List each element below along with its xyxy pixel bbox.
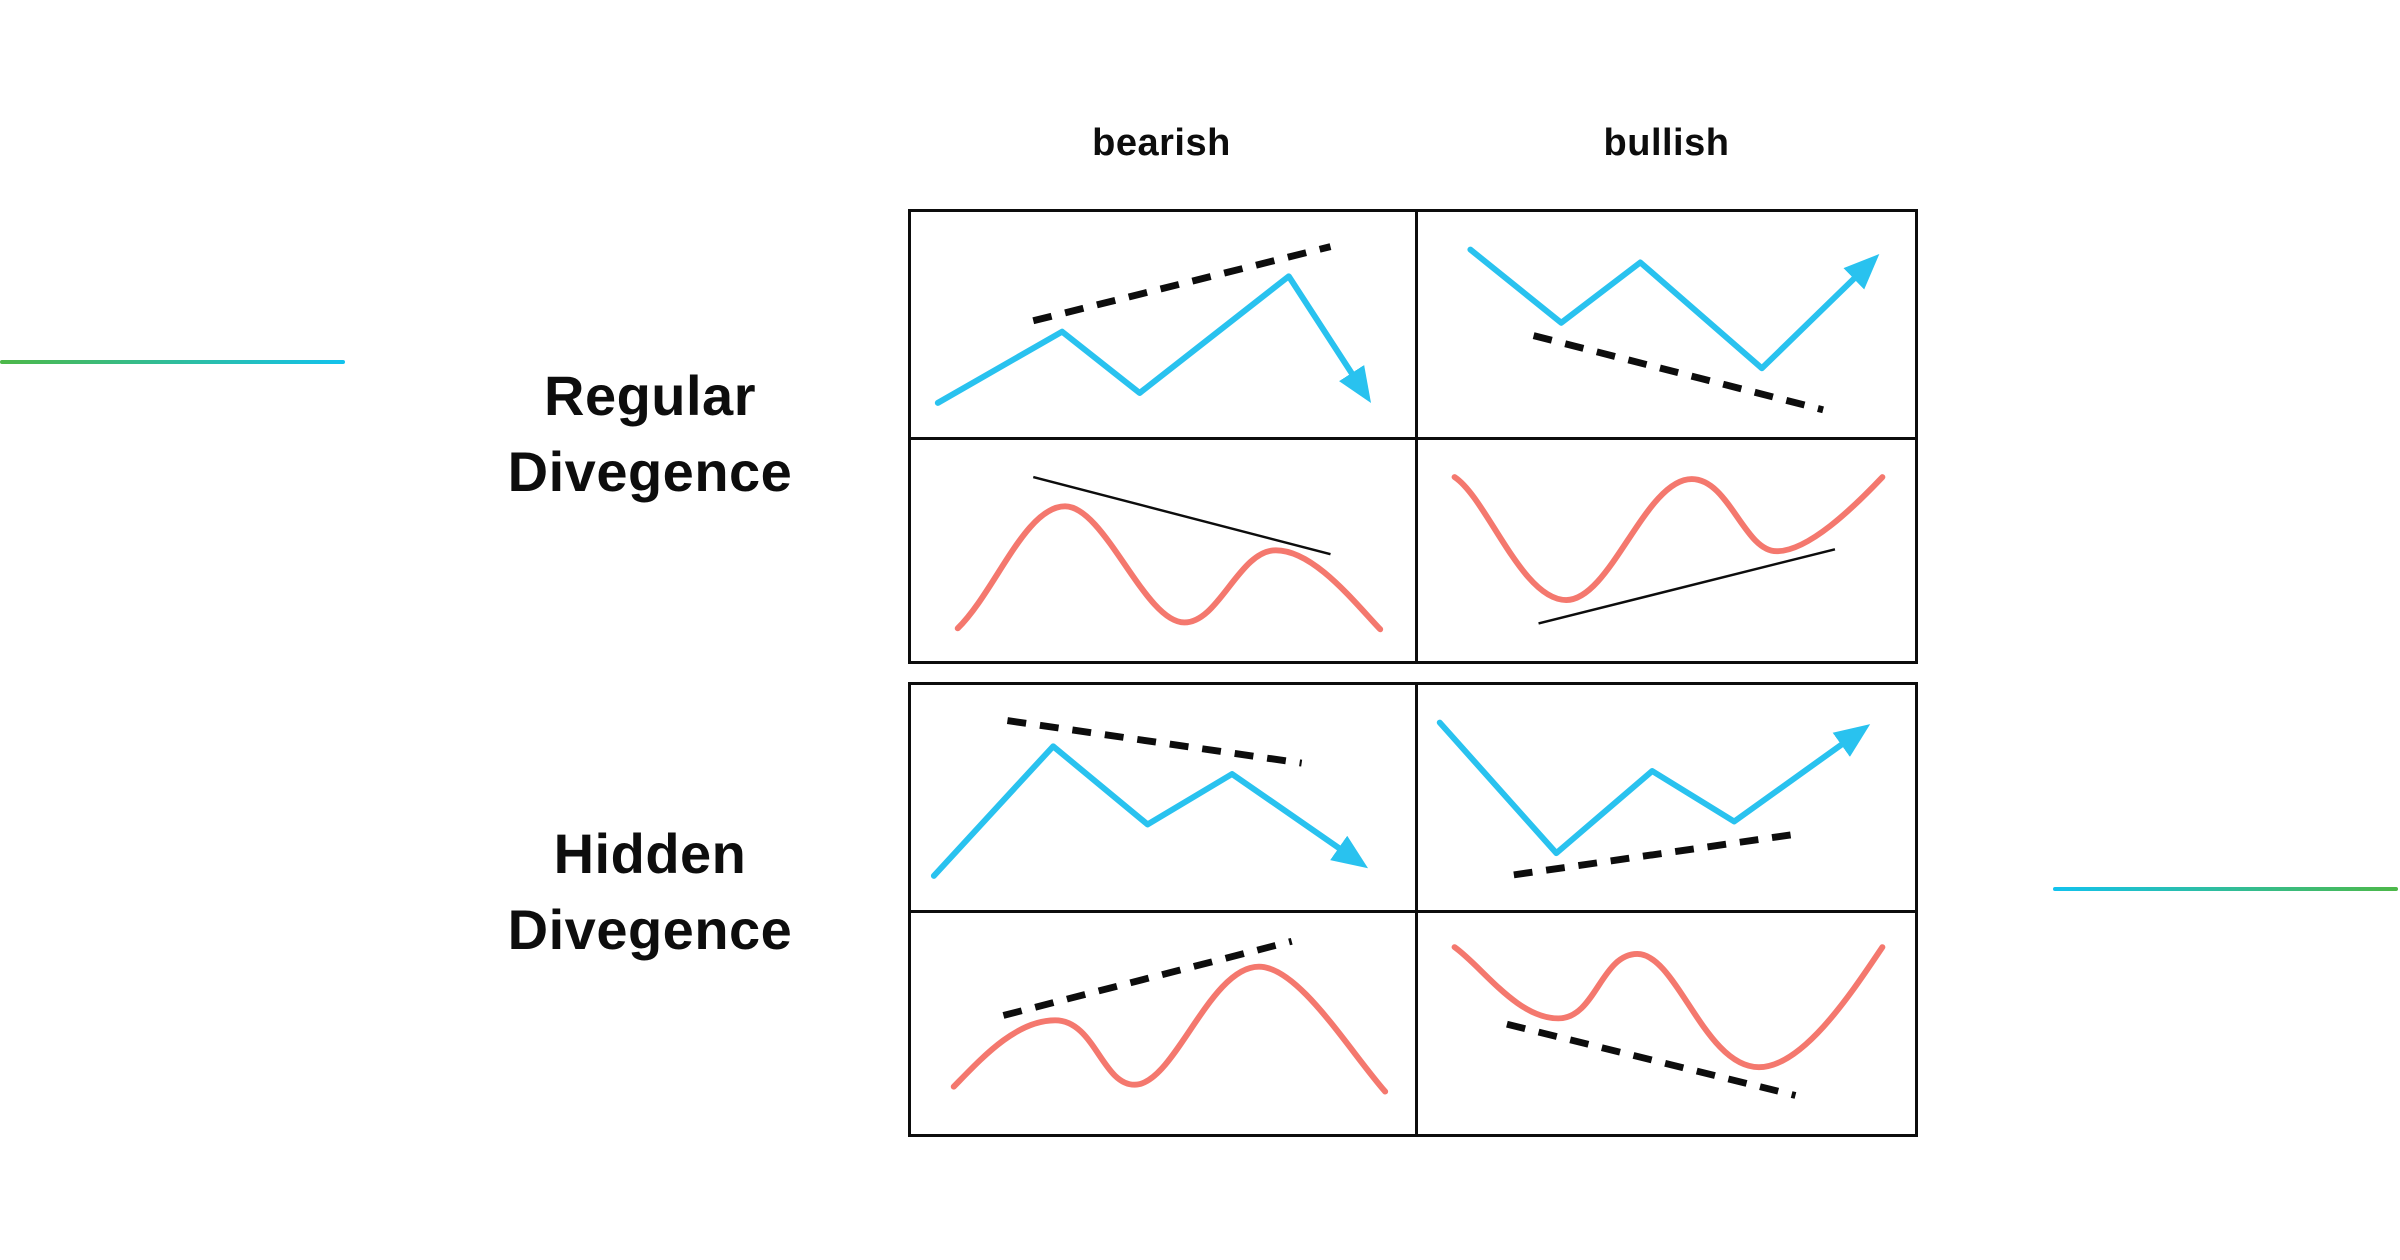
accent-line-right xyxy=(2053,887,2398,891)
cell-regular-bearish-indicator xyxy=(911,436,1415,662)
solid-trendline-falling xyxy=(1032,475,1331,555)
solid-trendline-rising xyxy=(1538,547,1836,625)
row-label-hidden-line1: Hidden xyxy=(553,822,747,885)
row-label-hidden-line2: Divegence xyxy=(507,898,793,961)
price-line-up-arrow-icon xyxy=(1467,246,1880,372)
column-header-bearish: bearish xyxy=(1092,122,1231,164)
dashed-trendline-rising xyxy=(1032,243,1332,325)
row-label-regular-divergence: Regular Divegence xyxy=(300,358,1000,510)
hidden-divergence-table xyxy=(908,682,1918,1137)
indicator-line-higher-highs xyxy=(950,963,1389,1094)
row-label-hidden-divergence: Hidden Divegence xyxy=(300,816,1000,968)
dashed-trendline-falling xyxy=(1506,1020,1797,1099)
price-line-down-arrow-icon xyxy=(930,743,1369,879)
row-label-regular-line1: Regular xyxy=(544,364,756,427)
dashed-trendline-rising xyxy=(1513,829,1802,879)
cell-hidden-bearish-indicator xyxy=(911,909,1415,1135)
row-label-regular-line2: Divegence xyxy=(507,440,793,503)
price-line-up-arrow-icon xyxy=(1436,719,1871,857)
regular-divergence-table xyxy=(908,209,1918,664)
accent-line-left xyxy=(0,360,345,364)
cell-regular-bullish-indicator xyxy=(1414,436,1915,661)
indicator-line-higher-lows xyxy=(1451,473,1886,603)
cell-hidden-bullish-indicator xyxy=(1414,909,1915,1134)
indicator-line-lower-lows xyxy=(1451,943,1886,1070)
dashed-trendline-falling xyxy=(1532,332,1824,414)
column-header-bullish: bullish xyxy=(1603,122,1730,164)
cell-regular-bearish-price xyxy=(911,212,1415,437)
indicator-line-lower-highs xyxy=(954,502,1384,632)
dashed-trendline-falling xyxy=(1006,717,1303,767)
price-line-down-arrow-icon xyxy=(934,273,1372,406)
cell-hidden-bearish-price xyxy=(911,685,1415,910)
cell-hidden-bullish-price xyxy=(1414,685,1915,910)
dashed-trendline-rising xyxy=(1002,937,1293,1019)
cell-regular-bullish-price xyxy=(1414,212,1915,437)
